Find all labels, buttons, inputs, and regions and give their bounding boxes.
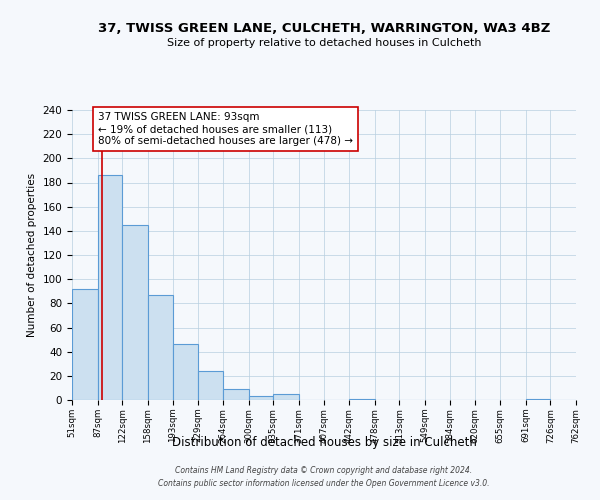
Bar (349, 399, 374, 400)
Bar (198, 371, 223, 400)
Bar (248, 396, 274, 400)
Bar (274, 394, 299, 400)
Bar (173, 344, 198, 400)
Bar (148, 295, 173, 400)
Bar (526, 399, 550, 400)
Text: 37, TWISS GREEN LANE, CULCHETH, WARRINGTON, WA3 4BZ: 37, TWISS GREEN LANE, CULCHETH, WARRINGT… (98, 22, 550, 36)
Y-axis label: Number of detached properties: Number of detached properties (27, 173, 37, 337)
Text: 37 TWISS GREEN LANE: 93sqm
← 19% of detached houses are smaller (113)
80% of sem: 37 TWISS GREEN LANE: 93sqm ← 19% of deta… (98, 112, 353, 146)
Bar (72, 289, 98, 400)
Bar (98, 176, 122, 400)
Text: Distribution of detached houses by size in Culcheth: Distribution of detached houses by size … (172, 436, 476, 449)
Bar (122, 225, 148, 400)
Text: Size of property relative to detached houses in Culcheth: Size of property relative to detached ho… (167, 38, 481, 48)
Text: Contains HM Land Registry data © Crown copyright and database right 2024.
Contai: Contains HM Land Registry data © Crown c… (158, 466, 490, 487)
Bar (223, 389, 248, 400)
